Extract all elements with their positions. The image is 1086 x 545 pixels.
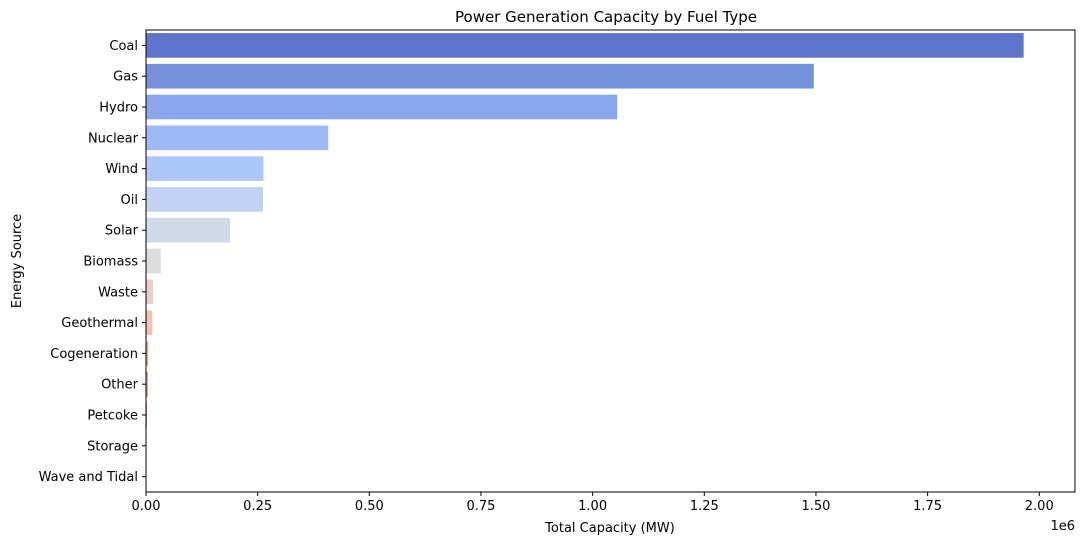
x-tick-label: 1.75 [913,499,942,514]
bar-solar [146,217,230,243]
bar-gas [146,63,814,89]
bar-wind [146,156,264,181]
bar-geothermal [146,310,153,335]
y-tick-label: Petcoke [87,409,138,424]
bar-nuclear [146,125,329,151]
x-tick-label: 0.50 [355,499,384,514]
x-ticks: 0.00 0.25 0.50 0.75 1.00 1.25 1.50 1.75 2.00 [132,492,1054,514]
y-tick-label: Oil [121,193,138,208]
x-tick-label: 2.00 [1025,499,1054,514]
x-tick-label: 1.00 [578,499,607,514]
y-axis-label: Energy Source [10,214,25,308]
bar-cogeneration [146,341,149,366]
chart-title: Power Generation Capacity by Fuel Type [455,8,757,26]
y-tick-label: Wind [105,162,138,177]
bars-group [146,33,1024,489]
x-tick-label: 0.00 [132,499,161,514]
bar-biomass [146,248,161,274]
x-tick-label: 1.25 [690,499,719,514]
y-tick-label: Storage [87,439,138,454]
x-offset-label: 1e6 [1050,519,1075,534]
y-tick-label: Other [101,378,139,393]
bar-oil [146,187,264,212]
plot-frame [145,29,1076,493]
bar-other [146,371,148,397]
bar-waste [146,279,154,305]
bar-coal [146,33,1024,58]
y-tick-label: Hydro [99,101,138,116]
x-tick-label: 1.50 [801,499,830,514]
y-tick-label: Geothermal [61,316,138,331]
x-tick-label: 0.75 [466,499,495,514]
x-tick-label: 0.25 [243,499,272,514]
y-tick-label: Gas [113,70,138,85]
y-tick-label: Waste [98,285,138,300]
y-tick-label: Nuclear [88,131,139,146]
y-ticks: Coal Gas Hydro Nuclear Wind Oil Solar Biomass Wa… [39,39,146,485]
y-tick-label: Biomass [83,255,138,270]
y-tick-label: Coal [109,39,138,54]
y-tick-label: Cogeneration [50,347,138,362]
y-tick-label: Solar [105,224,139,239]
y-tick-label: Wave and Tidal [39,470,138,485]
x-axis-label: Total Capacity (MW) [544,521,675,536]
bar-hydro [146,94,618,120]
